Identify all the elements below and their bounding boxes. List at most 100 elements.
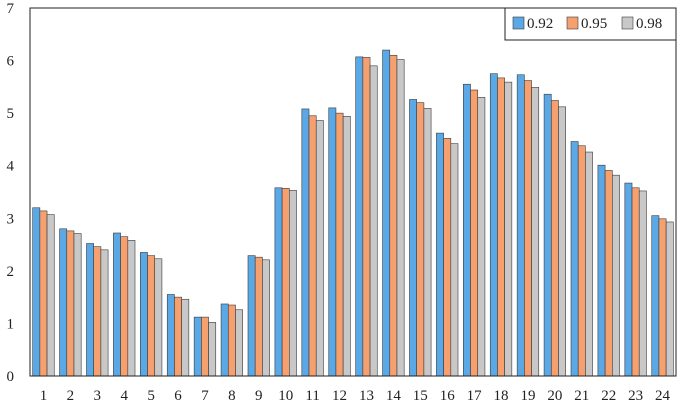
bar-0_92-4: [113, 232, 121, 377]
bar-0_98-18: [504, 81, 513, 377]
y-axis-ticks: 0 1 2 3 4 5 6 7: [7, 1, 15, 385]
bar-0_98-1: [46, 214, 55, 377]
bar-0_95-21: [577, 145, 586, 377]
x-tick-label: 20: [547, 388, 562, 404]
x-tick-label: 14: [386, 388, 402, 404]
x-tick-label: 9: [255, 388, 263, 404]
x-tick-label: 4: [120, 388, 128, 404]
bar-0_92-3: [86, 243, 94, 377]
bar-0_98-16: [450, 143, 459, 377]
bar-0_95-12: [335, 112, 344, 377]
bar-0_92-2: [59, 228, 68, 377]
bar-0_95-5: [147, 255, 156, 377]
bar-0_98-3: [100, 249, 109, 377]
bar-0_95-11: [308, 115, 317, 377]
bar-0_98-9: [262, 259, 270, 377]
legend-swatch-0_92: [512, 16, 525, 30]
bar-0_92-15: [409, 99, 417, 377]
bar-0_95-6: [174, 296, 182, 377]
bar-0_92-14: [382, 49, 391, 377]
bar-0_92-21: [570, 141, 579, 377]
bar-0_92-16: [436, 132, 444, 377]
x-tick-label: 10: [278, 388, 293, 404]
bar-0_95-9: [254, 256, 263, 377]
y-tick-label: 2: [7, 264, 15, 280]
y-tick-label: 0: [7, 369, 15, 385]
x-tick-label: 13: [359, 388, 374, 404]
bar-0_95-18: [497, 77, 505, 377]
bar-0_95-4: [120, 236, 129, 377]
bar-0_95-14: [389, 55, 398, 377]
bar-0_95-15: [416, 102, 425, 377]
x-tick-label: 7: [201, 388, 209, 404]
bar-0_98-17: [477, 97, 486, 377]
bar-0_98-13: [369, 65, 378, 377]
legend-label-0_92: 0.92: [527, 16, 553, 32]
bar-0_98-24: [665, 221, 674, 377]
bar-0_92-24: [651, 215, 660, 377]
bar-0_95-24: [658, 218, 667, 377]
x-tick-label: 2: [67, 388, 75, 404]
bar-0_98-6: [181, 298, 190, 377]
x-tick-label: 23: [628, 388, 643, 404]
bar-0_92-18: [489, 73, 498, 377]
bar-0_95-1: [39, 210, 48, 377]
bar-0_98-11: [315, 120, 324, 377]
bar-0_92-23: [624, 182, 633, 377]
legend-label-0_95: 0.95: [581, 16, 607, 32]
legend-swatch-0_98: [621, 16, 634, 30]
bar-0_95-20: [550, 100, 559, 377]
x-tick-label: 21: [574, 388, 589, 404]
x-tick-label: 1: [40, 388, 48, 404]
bar-0_98-15: [423, 108, 432, 377]
bar-0_95-16: [443, 138, 452, 377]
bar-0_98-22: [612, 174, 620, 377]
bar-0_92-5: [140, 252, 148, 377]
bar-0_92-13: [355, 56, 364, 377]
bar-0_92-19: [516, 74, 525, 377]
x-axis-ticks: 1 2 3 4 5 6 7 8 9 10 11 12 13 14 15 16 17 18 19 20 21 22 23 24: [40, 388, 671, 404]
y-tick-label: 4: [7, 159, 15, 175]
bar-0_98-7: [208, 322, 217, 377]
y-tick-label: 5: [7, 106, 15, 122]
x-tick-label: 16: [440, 388, 456, 404]
x-tick-label: 24: [655, 388, 671, 404]
x-tick-label: 8: [228, 388, 236, 404]
x-tick-label: 19: [520, 388, 535, 404]
bar-0_98-14: [396, 59, 405, 377]
legend-box: [504, 7, 677, 41]
bar-0_92-22: [597, 164, 606, 377]
x-tick-label: 5: [147, 388, 155, 404]
bar-0_95-22: [604, 170, 613, 377]
plot-frame: [29, 7, 677, 377]
x-tick-label: 18: [494, 388, 509, 404]
y-tick-label: 7: [7, 1, 15, 17]
bar-0_95-8: [227, 304, 236, 377]
bar-0_92-10: [274, 187, 283, 377]
bar-0_92-8: [220, 303, 229, 377]
x-tick-label: 17: [467, 388, 483, 404]
bar-0_92-17: [463, 83, 471, 377]
bar-0_98-21: [585, 151, 593, 377]
x-tick-label: 15: [413, 388, 428, 404]
x-tick-label: 11: [305, 388, 319, 404]
bar-0_98-8: [235, 309, 243, 377]
bar-0_92-9: [247, 255, 256, 377]
bar-0_98-10: [289, 190, 297, 377]
bar-0_98-19: [531, 87, 540, 377]
bar-0_95-7: [201, 316, 209, 377]
y-tick-label: 3: [7, 211, 15, 227]
bar-0_92-12: [328, 107, 337, 377]
bar-0_92-11: [301, 108, 310, 377]
bar-0_98-23: [638, 190, 647, 377]
bar-0_98-2: [73, 233, 82, 377]
legend-swatch-0_95: [566, 16, 579, 30]
x-tick-label: 12: [332, 388, 347, 404]
x-tick-label: 3: [94, 388, 102, 404]
bar-0_92-1: [32, 207, 41, 377]
bar-0_98-5: [154, 258, 163, 377]
bar-0_95-2: [66, 230, 75, 377]
bar-0_95-19: [524, 80, 532, 377]
bar-0_92-6: [166, 294, 175, 377]
